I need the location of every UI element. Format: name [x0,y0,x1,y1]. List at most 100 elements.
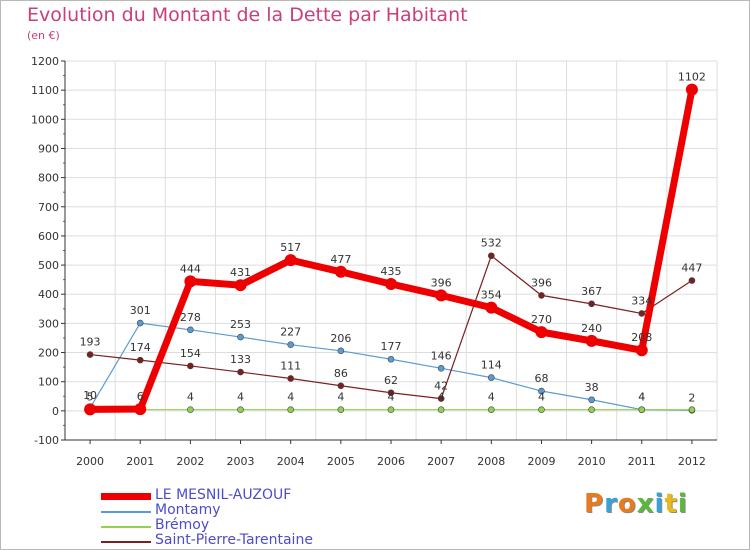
data-label: 532 [481,237,502,250]
data-label: 68 [534,372,548,385]
data-label: 114 [481,359,502,372]
x-tick-label: 2012 [678,455,706,468]
logo-letter: r [604,489,618,519]
data-point [337,347,345,355]
data-point [387,355,395,363]
data-label: 435 [381,265,402,278]
data-point [387,406,395,413]
data-label: 431 [230,266,251,279]
data-point [437,395,445,402]
data-label: 111 [280,359,301,372]
data-point [84,403,97,416]
legend-swatch [101,526,151,528]
data-point [134,403,147,416]
data-point [337,406,345,413]
data-label: 4 [638,391,645,404]
data-label: 240 [581,322,602,335]
data-point [588,396,595,404]
data-label: 278 [180,311,201,324]
data-point [488,406,495,413]
data-label: 86 [334,367,348,380]
y-tick-label: 600 [38,230,59,243]
data-label: 477 [330,253,351,266]
data-point [485,301,498,314]
proxiti-logo: Proxiti [584,489,688,519]
data-point [688,277,696,284]
logo-letter: t [664,489,678,519]
data-label: 177 [381,340,402,353]
data-label: 517 [280,241,301,254]
data-point [538,387,545,395]
data-label: 396 [531,276,552,289]
x-tick-label: 2000 [76,455,104,468]
data-label: 2 [688,391,695,404]
data-label: 4 [237,391,244,404]
data-point [237,368,244,376]
data-label: 4 [638,391,645,404]
data-point [588,406,595,413]
data-label: 174 [130,341,151,354]
data-label: 208 [631,331,652,344]
data-point [685,83,698,96]
data-label: 38 [585,381,599,394]
data-point [187,326,194,334]
data-point [538,292,545,299]
data-label: 6 [137,390,144,403]
data-point [435,289,448,302]
y-tick-label: 100 [38,376,59,389]
x-tick-label: 2009 [527,455,555,468]
data-label: 367 [581,285,602,298]
data-point [385,278,397,291]
y-tick-label: 900 [38,142,59,155]
data-label: 206 [330,332,351,345]
data-label: 5 [87,390,94,403]
data-label: 133 [230,353,251,366]
x-tick-label: 2005 [327,455,355,468]
data-label: 253 [230,318,251,331]
data-label: 154 [180,347,201,360]
x-tick-label: 2004 [277,455,305,468]
data-point [334,265,347,278]
legend-swatch [101,541,151,543]
data-point [488,252,495,260]
data-point [136,319,144,327]
legend-swatch [101,511,151,513]
data-label: 354 [481,289,502,302]
data-label: 227 [280,326,301,339]
data-label: 301 [130,304,151,317]
data-point [588,300,595,308]
logo-letter: i [654,489,665,519]
y-tick-label: 700 [38,201,59,214]
data-point [337,382,345,390]
data-label: 4 [337,391,344,404]
data-point [688,406,696,413]
data-point [284,254,297,267]
logo-letter: x [636,489,655,519]
data-label: 4 [388,391,395,404]
y-tick-label: 1000 [31,113,59,126]
data-point [538,406,545,413]
y-tick-label: 500 [38,259,59,272]
data-point [437,364,445,372]
data-point [638,310,646,317]
data-point [187,362,194,370]
data-label: 4 [287,391,294,404]
y-tick-label: 0 [52,405,59,418]
data-point [86,351,94,358]
data-label: 447 [681,262,702,275]
x-tick-label: 2011 [628,455,656,468]
data-point [136,356,144,364]
data-point [287,341,294,348]
data-point [437,406,445,413]
data-point [287,406,294,413]
data-label: 146 [431,349,452,362]
data-point [638,406,646,413]
data-label: 4 [538,391,545,404]
data-label: 4 [488,391,495,404]
data-point [287,375,294,382]
data-point [237,333,244,341]
data-label: 1102 [678,71,706,84]
y-tick-label: -100 [34,434,59,447]
x-tick-label: 2006 [377,455,405,468]
logo-letter: i [677,489,688,519]
